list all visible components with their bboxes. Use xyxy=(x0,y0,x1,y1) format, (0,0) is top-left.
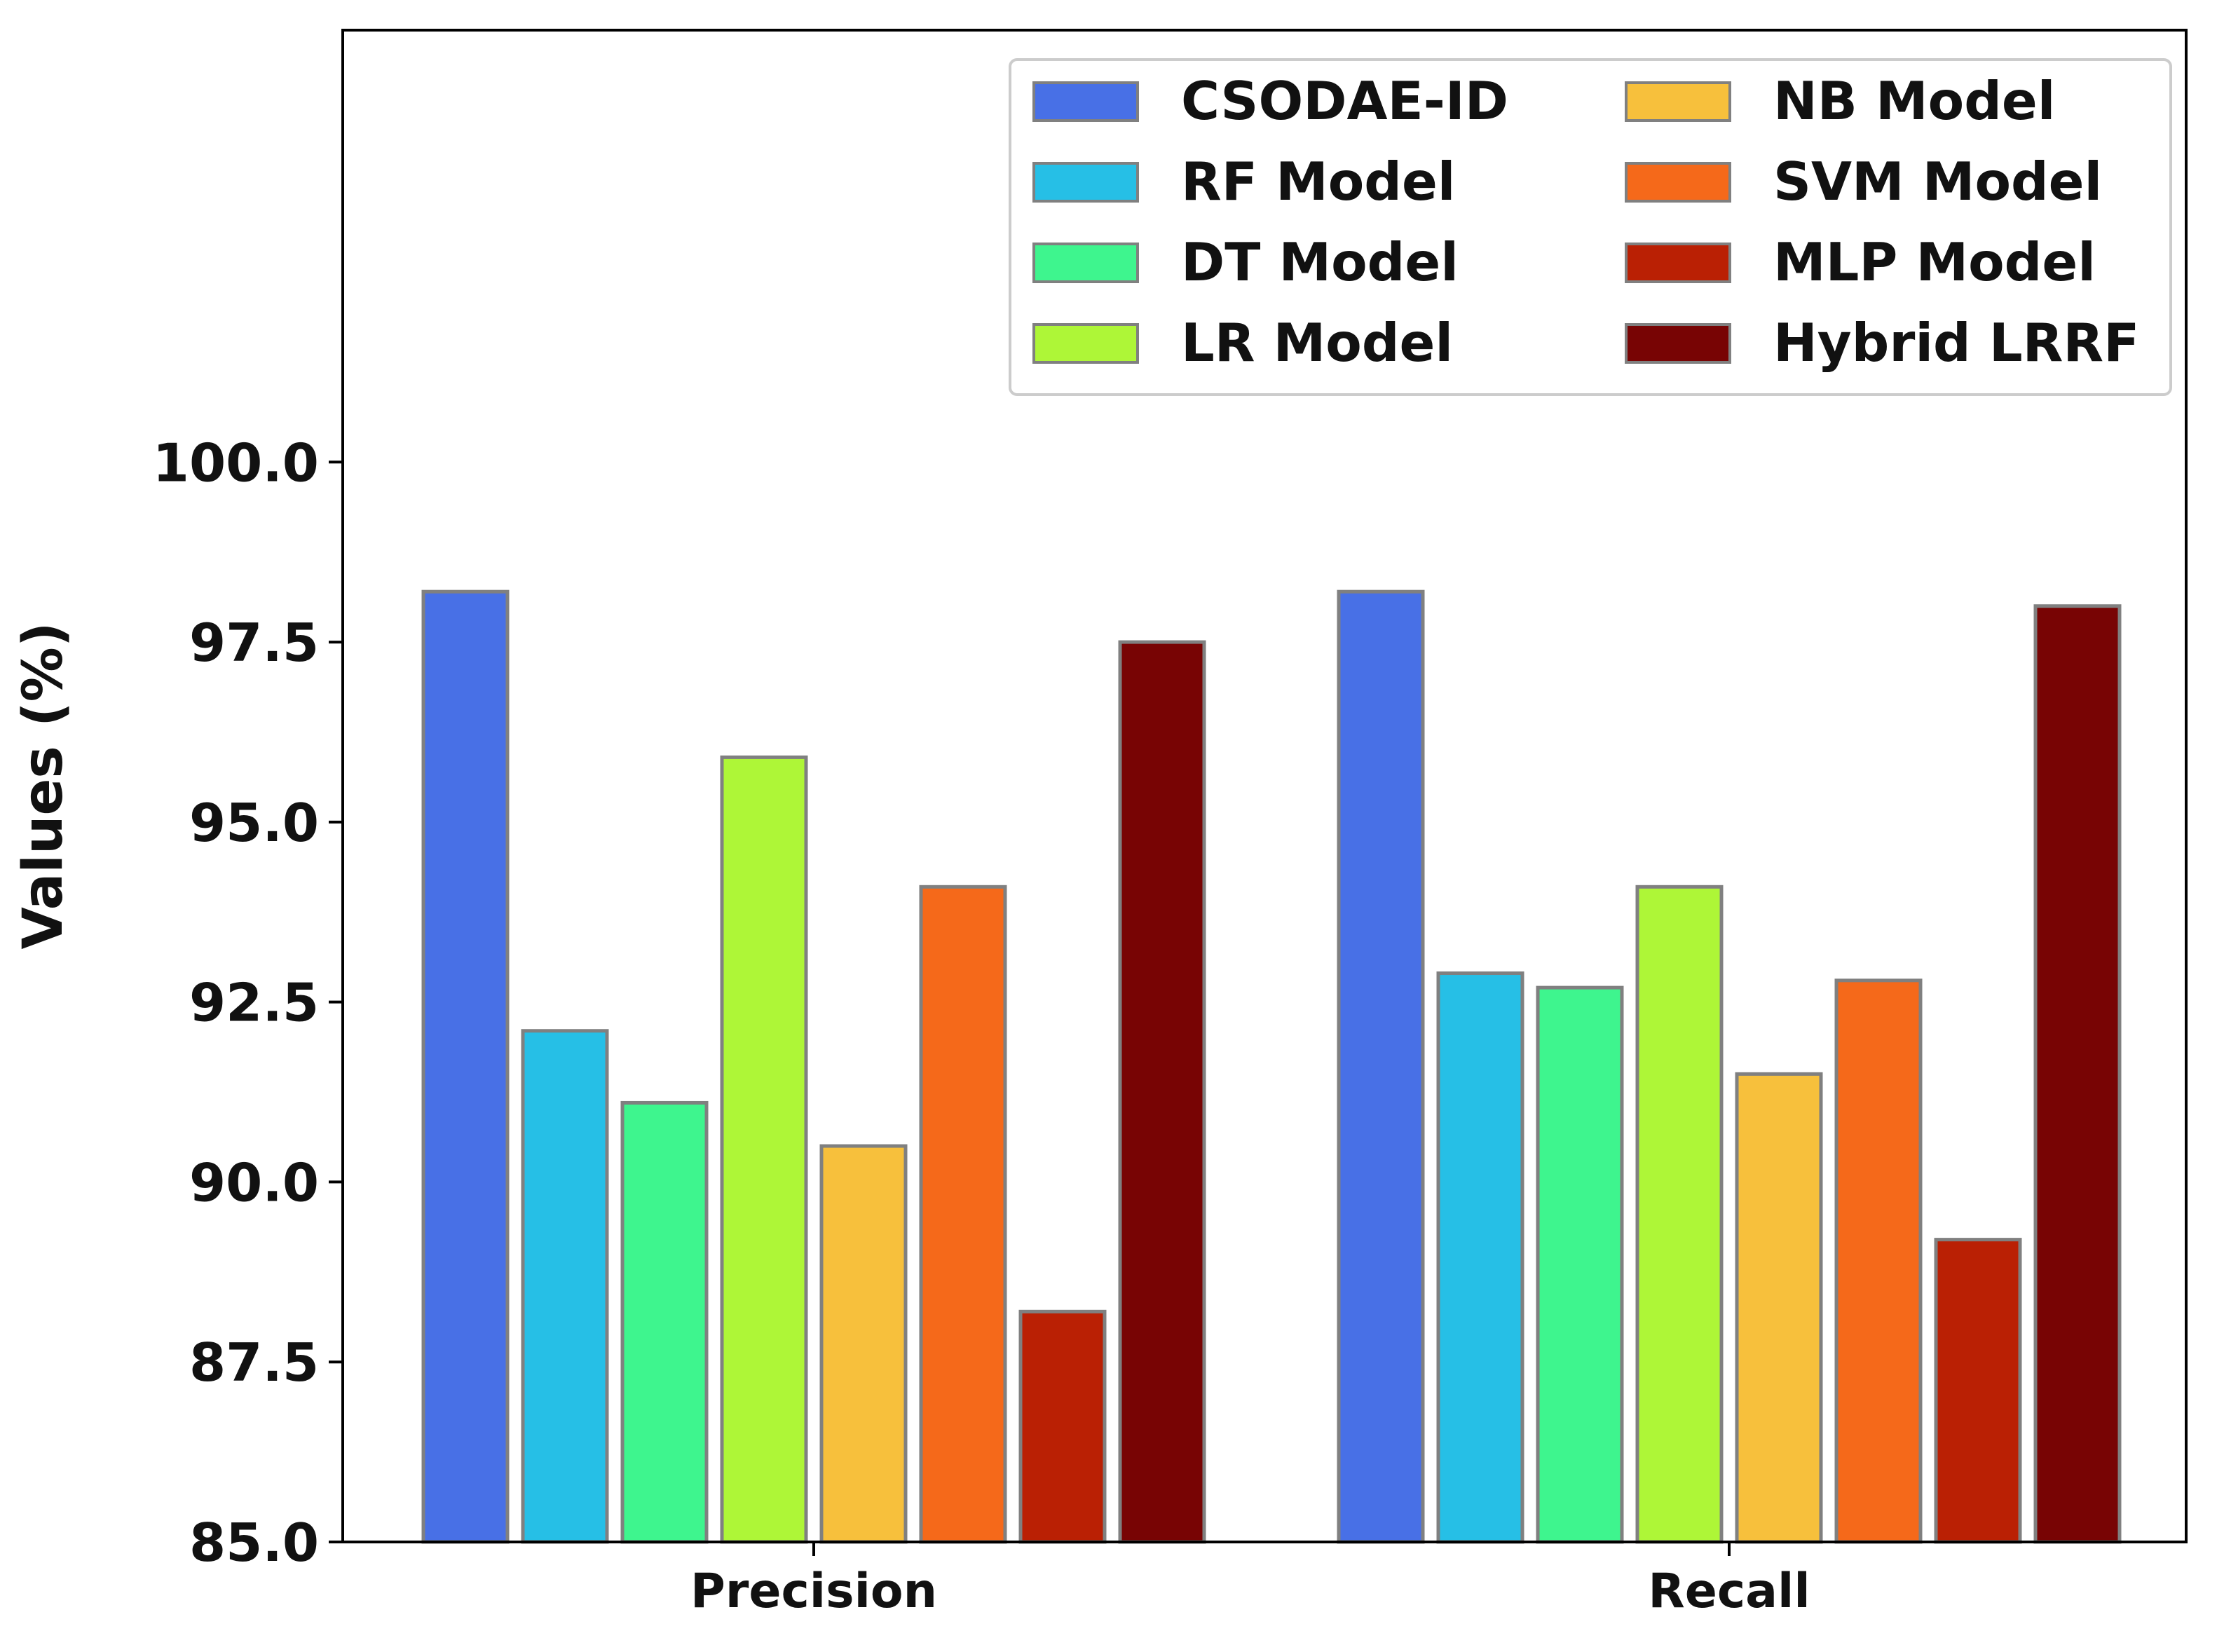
bar-csodae-id-recall xyxy=(1337,589,1425,1544)
legend-box xyxy=(1009,58,2172,396)
legend-swatch-lr-model xyxy=(1032,323,1139,364)
bar-lr-model-recall xyxy=(1635,885,1724,1544)
legend-label: SVM Model xyxy=(1773,151,2102,212)
x-tick-label-recall: Recall xyxy=(1648,1564,1810,1619)
bar-nb-model-precision xyxy=(819,1144,908,1544)
bar-lr-model-precision xyxy=(720,755,808,1544)
x-tick-label-precision: Precision xyxy=(690,1564,937,1619)
x-axis: Precision Recall xyxy=(690,1542,1810,1619)
legend-swatch-mlp-model xyxy=(1625,243,1731,283)
bar-dt-model-recall xyxy=(1536,985,1624,1544)
legend-swatch-svm-model xyxy=(1625,162,1731,203)
legend-label: NB Model xyxy=(1773,70,2055,132)
legend-swatch-csodae-id xyxy=(1032,81,1139,122)
legend-label: Hybrid LRRF xyxy=(1773,312,2139,374)
y-tick-label: 87.5 xyxy=(189,1332,319,1393)
bar-hybrid-lrrf-precision xyxy=(1118,640,1206,1544)
y-tick-label: 92.5 xyxy=(189,972,319,1034)
y-tick-label: 90.0 xyxy=(189,1152,319,1213)
y-tick-label: 100.0 xyxy=(153,432,319,493)
legend-label: CSODAE-ID xyxy=(1181,70,1508,132)
y-tick-label: 95.0 xyxy=(189,792,319,854)
y-axis: 85.0 87.5 90.0 92.5 95.0 97.5 100.0 xyxy=(153,432,343,1574)
bars-group xyxy=(421,589,2122,1544)
legend-label: LR Model xyxy=(1181,312,1453,374)
bar-csodae-id-precision xyxy=(421,589,510,1544)
bar-svm-model-recall xyxy=(1834,978,1923,1544)
legend-label: RF Model xyxy=(1181,151,1456,212)
bar-rf-model-recall xyxy=(1436,971,1524,1544)
legend-label: MLP Model xyxy=(1773,231,2096,293)
bar-svm-model-precision xyxy=(919,885,1007,1544)
bar-dt-model-precision xyxy=(620,1100,709,1544)
bar-hybrid-lrrf-recall xyxy=(2033,604,2122,1544)
legend: CSODAE-ID RF Model DT Model LR Model NB Mode… xyxy=(1009,58,2172,396)
y-tick-label: 85.0 xyxy=(189,1512,319,1574)
legend-swatch-rf-model xyxy=(1032,162,1139,203)
y-tick-label: 97.5 xyxy=(189,612,319,674)
legend-label: DT Model xyxy=(1181,231,1459,293)
legend-swatch-hybrid-lrrf xyxy=(1625,323,1731,364)
legend-swatch-nb-model xyxy=(1625,81,1731,122)
axes-frame xyxy=(341,29,2188,1543)
bar-nb-model-recall xyxy=(1735,1072,1823,1544)
bar-mlp-model-recall xyxy=(1934,1238,2022,1544)
bar-rf-model-precision xyxy=(521,1029,609,1544)
y-axis-label: Values (%) xyxy=(12,622,75,950)
legend-swatch-dt-model xyxy=(1032,243,1139,283)
bar-mlp-model-precision xyxy=(1018,1309,1107,1544)
